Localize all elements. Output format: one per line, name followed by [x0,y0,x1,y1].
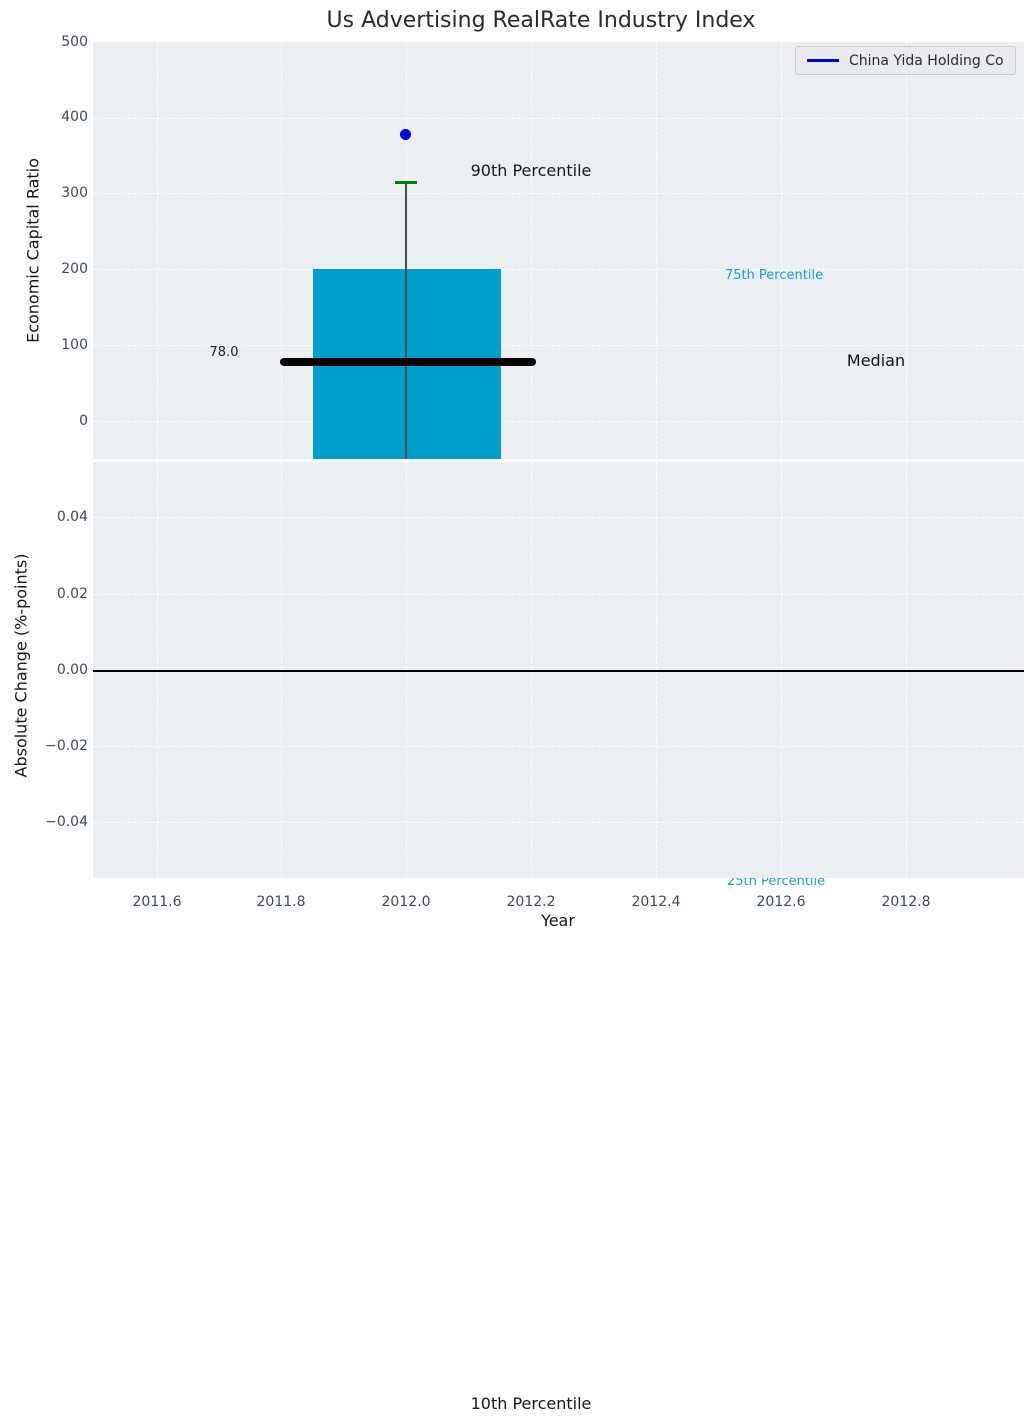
gridline [93,822,1024,823]
ytick-label: 200 [61,261,88,277]
p75-percentile-label: 75th Percentile [724,268,824,283]
ytick-label: 500 [61,34,88,50]
ytick-label: 400 [61,109,88,125]
gridline [93,517,1024,518]
p10-percentile-label: 10th Percentile [470,1394,592,1413]
bottom-plot-area [93,462,1024,878]
top-plot-area: 90th Percentile 75th Percentile Median 7… [93,42,1024,459]
gridline [656,42,657,459]
p90-whisker-cap [395,181,417,184]
p25-percentile-label-text: 25th Percentile [727,878,826,889]
whisker-line [405,182,407,459]
company-data-point [400,129,411,140]
xtick-label: 2011.6 [132,894,182,910]
xtick-label: 2011.8 [256,894,306,910]
ytick-label: 0.04 [56,509,88,525]
xtick-label: 2012.6 [756,894,806,910]
xtick-label: 2012.2 [506,894,556,910]
ytick-label: 0 [79,413,88,429]
xtick-label: 2012.4 [631,894,681,910]
ytick-label: 100 [61,337,88,353]
chart-title: Us Advertising RealRate Industry Index [326,8,756,33]
median-label: Median [846,351,906,370]
legend-label: China Yida Holding Co [849,52,1004,69]
ytick-label: 0.00 [56,662,88,678]
gridline [93,118,1024,119]
median-line [280,358,536,366]
p90-percentile-label: 90th Percentile [470,161,592,180]
gridline [93,193,1024,194]
gridline [93,421,1024,422]
ytick-label: 300 [61,185,88,201]
median-value-label: 78.0 [209,345,239,360]
gridline [93,345,1024,346]
gridline [406,42,407,459]
gridline [93,746,1024,747]
ytick-label: −0.02 [45,738,88,754]
ytick-label: −0.04 [45,814,88,830]
legend: China Yida Holding Co [795,46,1016,75]
xtick-label: 2012.0 [381,894,431,910]
xtick-label: 2012.8 [881,894,931,910]
gridline [781,42,782,459]
gridline [157,42,158,459]
ytick-label: 0.02 [56,586,88,602]
p25-percentile-label: 25th Percentile [727,878,837,890]
gridline [93,594,1024,595]
x-axis-title: Year [541,911,575,930]
gridline [281,42,282,459]
gridline [93,269,1024,270]
zero-reference-line [93,670,1024,672]
top-y-axis-title: Economic Capital Ratio [23,158,43,343]
gridline [531,42,532,459]
bottom-y-axis-title: Absolute Change (%-points) [11,553,31,778]
gridline [906,42,907,459]
legend-line-swatch [807,59,839,62]
